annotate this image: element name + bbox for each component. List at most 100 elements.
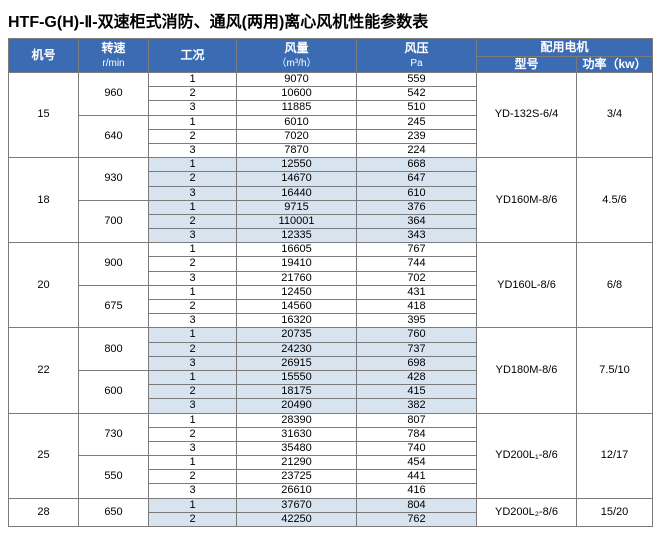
table-body: 1596019070559YD-132S-6/43/42106005423118… (9, 73, 653, 527)
cell-value: 2 (149, 257, 237, 271)
cell-speed: 640 (79, 115, 149, 158)
cell-speed: 900 (79, 243, 149, 286)
cell-value: 415 (357, 385, 477, 399)
cell-speed: 930 (79, 158, 149, 201)
cell-power: 15/20 (577, 498, 653, 526)
cell-motor: YD160L-8/6 (477, 243, 577, 328)
cell-machine: 25 (9, 413, 79, 498)
cell-value: 9715 (237, 200, 357, 214)
cell-value: 737 (357, 342, 477, 356)
cell-value: 6010 (237, 115, 357, 129)
cell-value: 1 (149, 243, 237, 257)
cell-value: 767 (357, 243, 477, 257)
cell-value: 3 (149, 101, 237, 115)
cell-value: 744 (357, 257, 477, 271)
cell-value: 364 (357, 214, 477, 228)
cell-value: 3 (149, 314, 237, 328)
cell-value: 12450 (237, 285, 357, 299)
cell-value: 31630 (237, 427, 357, 441)
cell-value: 1 (149, 498, 237, 512)
cell-value: 395 (357, 314, 477, 328)
table-row: 25730128390807YD200L₁-8/612/17 (9, 413, 653, 427)
cell-value: 18175 (237, 385, 357, 399)
th-cond: 工况 (149, 39, 237, 73)
cell-value: 26610 (237, 484, 357, 498)
cell-value: 2 (149, 172, 237, 186)
cell-value: 24230 (237, 342, 357, 356)
cell-power: 7.5/10 (577, 328, 653, 413)
cell-value: 1 (149, 73, 237, 87)
cell-value: 3 (149, 356, 237, 370)
cell-value: 343 (357, 229, 477, 243)
cell-value: 784 (357, 427, 477, 441)
cell-value: 610 (357, 186, 477, 200)
cell-value: 2 (149, 512, 237, 526)
cell-machine: 20 (9, 243, 79, 328)
th-machine: 机号 (9, 39, 79, 73)
cell-value: 7870 (237, 143, 357, 157)
cell-value: 37670 (237, 498, 357, 512)
table-header: 机号 转速r/min 工况 风量（m³/h） 风压Pa 配用电机 型号 功率（k… (9, 39, 653, 73)
cell-value: 2 (149, 427, 237, 441)
th-motor-power: 功率（kw） (577, 57, 653, 73)
cell-value: 1 (149, 370, 237, 384)
cell-motor: YD-132S-6/4 (477, 73, 577, 158)
table-row: 28650137670804YD200L₂-8/615/20 (9, 498, 653, 512)
cell-value: 807 (357, 413, 477, 427)
cell-value: 428 (357, 370, 477, 384)
cell-value: 762 (357, 512, 477, 526)
cell-value: 35480 (237, 441, 357, 455)
cell-value: 21290 (237, 456, 357, 470)
spec-table: 机号 转速r/min 工况 风量（m³/h） 风压Pa 配用电机 型号 功率（k… (8, 38, 653, 527)
th-speed: 转速r/min (79, 39, 149, 73)
cell-value: 21760 (237, 271, 357, 285)
cell-motor: YD200L₂-8/6 (477, 498, 577, 526)
cell-speed: 960 (79, 73, 149, 116)
cell-value: 3 (149, 186, 237, 200)
cell-value: 224 (357, 143, 477, 157)
cell-value: 454 (357, 456, 477, 470)
cell-value: 441 (357, 470, 477, 484)
cell-value: 740 (357, 441, 477, 455)
cell-power: 12/17 (577, 413, 653, 498)
cell-speed: 730 (79, 413, 149, 456)
cell-speed: 550 (79, 456, 149, 499)
cell-power: 6/8 (577, 243, 653, 328)
th-motor-model: 型号 (477, 57, 577, 73)
page-title: HTF-G(H)-Ⅱ-双速柜式消防、通风(两用)离心风机性能参数表 (8, 8, 652, 32)
cell-value: 1 (149, 413, 237, 427)
cell-motor: YD180M-8/6 (477, 328, 577, 413)
cell-value: 239 (357, 129, 477, 143)
cell-speed: 675 (79, 285, 149, 328)
cell-value: 760 (357, 328, 477, 342)
cell-value: 2 (149, 129, 237, 143)
cell-value: 431 (357, 285, 477, 299)
cell-value: 7020 (237, 129, 357, 143)
cell-value: 1 (149, 456, 237, 470)
cell-value: 20735 (237, 328, 357, 342)
cell-value: 3 (149, 399, 237, 413)
cell-value: 16440 (237, 186, 357, 200)
cell-value: 2 (149, 470, 237, 484)
cell-motor: YD160M-8/6 (477, 158, 577, 243)
cell-value: 2 (149, 385, 237, 399)
cell-speed: 800 (79, 328, 149, 371)
table-row: 22800120735760YD180M-8/67.5/10 (9, 328, 653, 342)
cell-value: 804 (357, 498, 477, 512)
cell-value: 416 (357, 484, 477, 498)
cell-value: 10600 (237, 87, 357, 101)
th-pressure: 风压Pa (357, 39, 477, 73)
cell-value: 2 (149, 87, 237, 101)
cell-machine: 22 (9, 328, 79, 413)
cell-value: 11885 (237, 101, 357, 115)
cell-value: 16605 (237, 243, 357, 257)
cell-value: 1 (149, 285, 237, 299)
cell-value: 1 (149, 200, 237, 214)
cell-value: 19410 (237, 257, 357, 271)
cell-value: 3 (149, 271, 237, 285)
table-row: 1596019070559YD-132S-6/43/4 (9, 73, 653, 87)
cell-value: 15550 (237, 370, 357, 384)
cell-value: 110001 (237, 214, 357, 228)
cell-value: 14670 (237, 172, 357, 186)
cell-value: 1 (149, 328, 237, 342)
